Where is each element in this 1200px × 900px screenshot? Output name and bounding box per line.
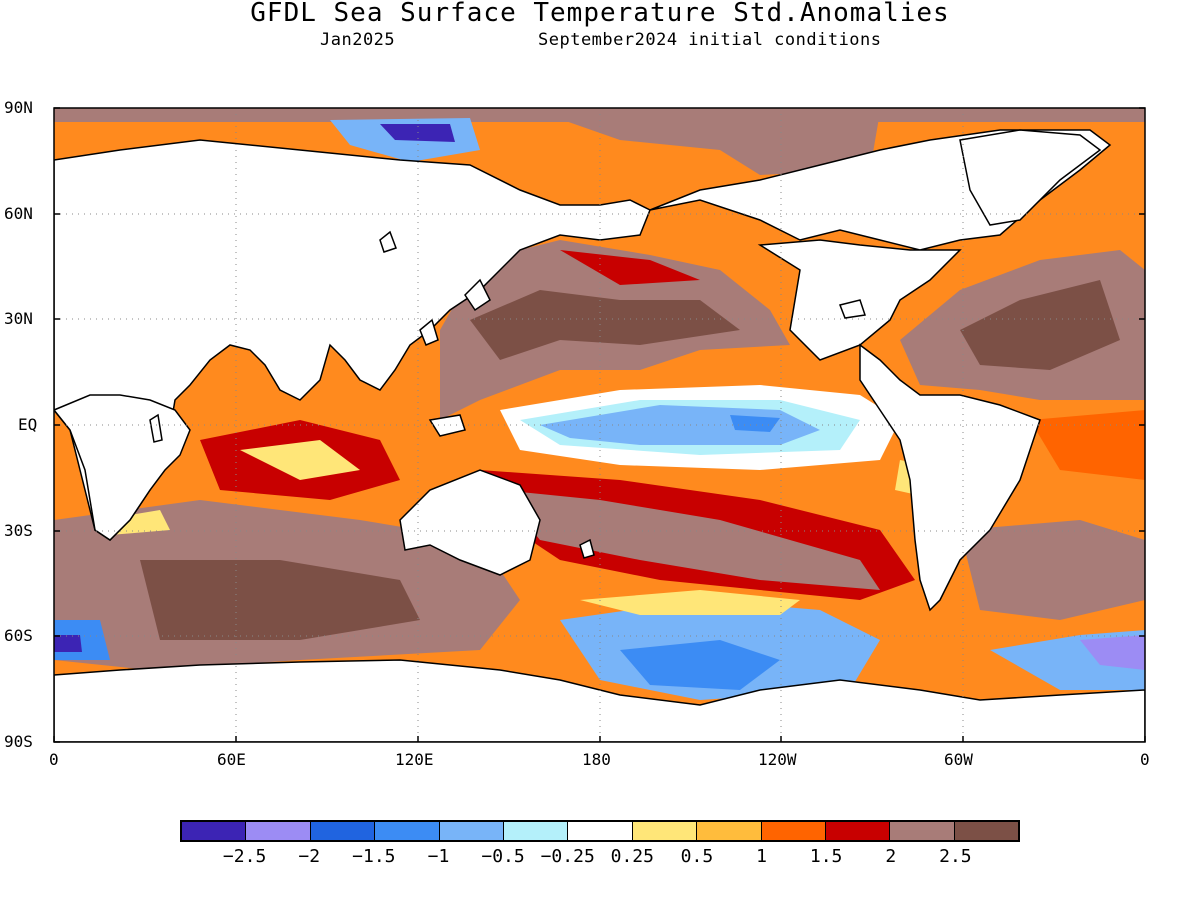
colorbar-label: −1 bbox=[427, 846, 450, 867]
lat-label-eq: EQ bbox=[18, 415, 38, 434]
colorbar bbox=[180, 820, 1020, 842]
colorbar-label: 0.5 bbox=[680, 846, 714, 867]
lon-label-180: 180 bbox=[582, 750, 611, 769]
graticule bbox=[54, 108, 1145, 742]
anomaly-field bbox=[54, 108, 1145, 700]
lat-label-90n: 90N bbox=[4, 98, 33, 117]
colorbar-swatch bbox=[825, 822, 891, 840]
colorbar-swatch bbox=[632, 822, 698, 840]
colorbar-label: −0.25 bbox=[540, 846, 595, 867]
colorbar-label: −1.5 bbox=[352, 846, 396, 867]
lon-label-0-east: 0 bbox=[1140, 750, 1150, 769]
initial-conditions-label: September2024 initial conditions bbox=[538, 30, 882, 50]
lat-label-30n: 30N bbox=[4, 309, 33, 328]
lon-label-60w: 60W bbox=[944, 750, 973, 769]
colorbar-swatch bbox=[954, 822, 1019, 840]
colorbar-swatch bbox=[439, 822, 504, 840]
lat-label-30s: 30S bbox=[4, 521, 33, 540]
colorbar-swatch bbox=[761, 822, 826, 840]
colorbar-swatch bbox=[246, 822, 311, 840]
lon-label-120e: 120E bbox=[395, 750, 434, 769]
colorbar-swatch bbox=[503, 822, 569, 840]
colorbar-swatch bbox=[697, 822, 762, 840]
lat-label-60s: 60S bbox=[4, 626, 33, 645]
map-title: GFDL Sea Surface Temperature Std.Anomali… bbox=[250, 0, 950, 28]
colorbar-swatch bbox=[568, 822, 633, 840]
valid-month-label: Jan2025 bbox=[320, 30, 396, 50]
lon-label-120w: 120W bbox=[758, 750, 797, 769]
axis-ticks bbox=[53, 107, 1146, 743]
south-america-land bbox=[859, 343, 1041, 612]
antarctica-land bbox=[54, 659, 1145, 742]
colorbar-swatch bbox=[182, 822, 247, 840]
greenland-land bbox=[959, 129, 1102, 226]
colorbar-label: −2 bbox=[298, 846, 321, 867]
colorbar-swatch bbox=[310, 822, 376, 840]
colorbar-swatch bbox=[890, 822, 955, 840]
colorbar-label: 1.5 bbox=[809, 846, 843, 867]
colorbar-label: 2.5 bbox=[939, 846, 972, 867]
colorbar-swatch bbox=[375, 822, 440, 840]
colorbar-label: −2.5 bbox=[222, 846, 267, 867]
colorbar-label: −0.5 bbox=[481, 846, 525, 867]
lat-label-90s: 90S bbox=[4, 732, 33, 751]
australia-land bbox=[399, 469, 541, 576]
colorbar-label: 2 bbox=[885, 846, 897, 867]
lat-label-60n: 60N bbox=[4, 204, 33, 223]
lon-label-0: 0 bbox=[49, 750, 59, 769]
colorbar-label: 0.25 bbox=[610, 846, 654, 867]
lon-label-60e: 60E bbox=[217, 750, 246, 769]
colorbar-label: 1 bbox=[756, 846, 767, 867]
landmasses bbox=[54, 129, 1145, 742]
